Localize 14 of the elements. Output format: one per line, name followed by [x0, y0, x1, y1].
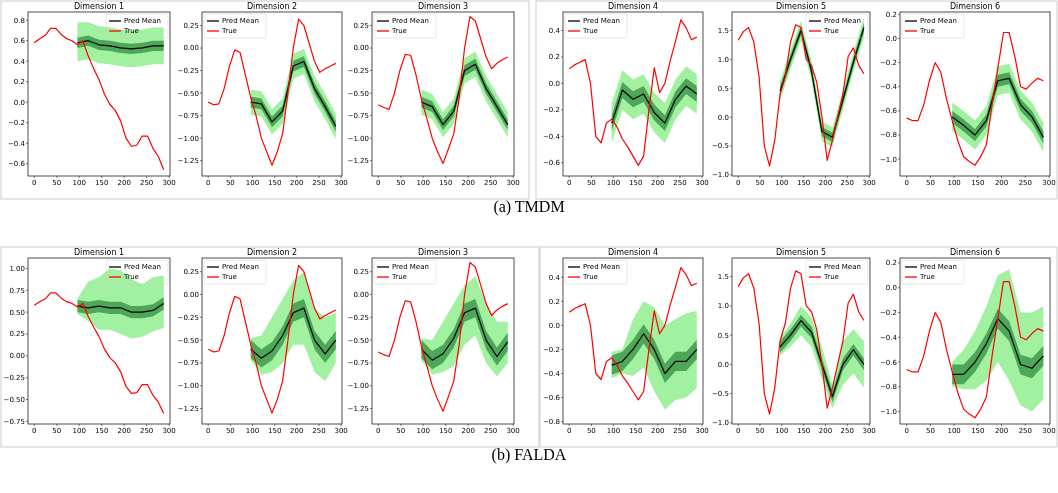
chart-title: Dimension 2 [246, 2, 298, 11]
chart-title: Dimension 2 [246, 248, 298, 257]
chart-title: Dimension 4 [607, 248, 659, 257]
chart-title: Dimension 5 [775, 2, 827, 11]
chart-title: Dimension 6 [949, 248, 1001, 257]
chart-title: Dimension 6 [949, 2, 1001, 11]
chart-title: Dimension 1 [73, 248, 125, 257]
text: (b) FALDA [491, 446, 567, 464]
chart-title: Dimension 3 [417, 248, 469, 257]
chart-title: Dimension 4 [607, 2, 659, 11]
chart-title: Dimension 1 [73, 2, 125, 11]
chart-title: Dimension 5 [775, 248, 827, 257]
text: (a) TMDM [493, 198, 565, 216]
chart-title: Dimension 3 [417, 2, 469, 11]
